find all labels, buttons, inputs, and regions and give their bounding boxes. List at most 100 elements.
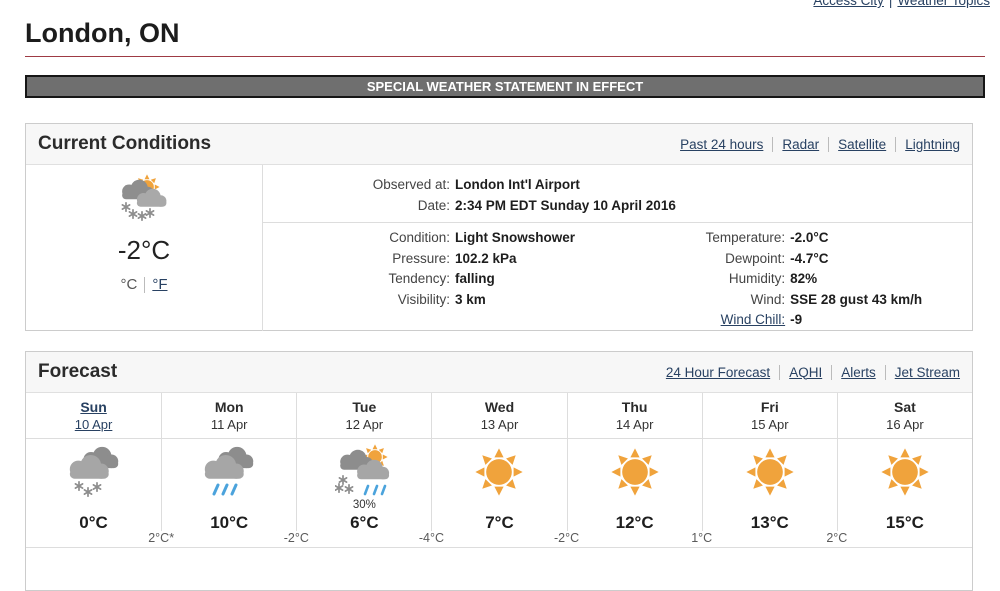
visibility-value: 3 km — [455, 291, 486, 307]
unit-toggle: °C °F — [26, 276, 262, 293]
sunny-icon — [881, 448, 929, 496]
humidity-value: 82% — [790, 271, 818, 286]
wind-chill-row: Wind Chill: -9 — [589, 310, 972, 331]
24-hour-forecast-link[interactable]: 24 Hour Forecast — [665, 364, 771, 380]
radar-link[interactable]: Radar — [782, 136, 820, 152]
day-date: 13 Apr — [480, 417, 519, 432]
current-conditions-panel: Current Conditions Past 24 hours Radar S… — [25, 123, 973, 331]
visibility-label: Visibility: — [397, 291, 450, 307]
forecast-body-row: 0°C 10°C — [26, 439, 972, 532]
satellite-link[interactable]: Satellite — [838, 136, 887, 152]
day-header-wed: Wed 13 Apr — [431, 393, 566, 438]
day-temp: 6°C — [350, 513, 379, 532]
sun-cloud-snow-rain-icon — [335, 444, 390, 496]
alerts-link[interactable]: Alerts — [841, 364, 876, 380]
pop-value — [432, 498, 566, 512]
icon-wrap — [432, 444, 566, 498]
pop-value — [703, 498, 837, 512]
condition-label: Condition: — [389, 230, 450, 245]
sunny-icon — [611, 448, 659, 496]
forecast-title: Forecast — [38, 361, 118, 382]
day-name: Thu — [621, 399, 648, 415]
link-separator: | — [888, 0, 893, 8]
pressure-label: Pressure: — [392, 250, 450, 266]
fahrenheit-link[interactable]: °F — [152, 276, 168, 293]
unit-divider — [144, 276, 146, 293]
icon-wrap — [26, 444, 161, 498]
day-date: 11 Apr — [210, 417, 248, 432]
celsius-unit: °C — [120, 276, 138, 293]
humidity-row: Humidity: 82% — [589, 269, 972, 290]
observed-at-label: Observed at: — [372, 177, 450, 192]
day-header-tue: Tue 12 Apr — [296, 393, 431, 438]
forecast-cell-fri: 13°C — [701, 439, 837, 532]
icon-wrap — [703, 444, 837, 498]
pop-value — [568, 498, 702, 512]
condition-row: Condition: Light Snowshower — [263, 228, 589, 249]
rain-shower-icon — [205, 446, 254, 496]
condition-value: Light Snowshower — [455, 230, 575, 245]
night-temp: -2°C — [283, 531, 309, 545]
temperature-value: -2.0°C — [790, 230, 829, 245]
page-title: London, ON — [25, 18, 180, 48]
day-header-sun[interactable]: Sun 10 Apr — [26, 393, 161, 438]
day-date: 15 Apr — [750, 417, 789, 432]
day-header-fri: Fri 15 Apr — [701, 393, 837, 438]
sunny-icon — [746, 448, 794, 496]
temperature-label: Temperature: — [705, 230, 786, 245]
forecast-cell-sat: 15°C — [836, 439, 972, 532]
forecast-night-temps-row: 2°C* -2°C -4°C -2°C 1°C 2°C — [26, 531, 972, 548]
day-name: Fri — [760, 399, 779, 415]
icon-wrap — [568, 444, 702, 498]
forecast-cell-mon: 10°C — [161, 439, 296, 532]
wind-chill-link[interactable]: Wind Chill: — [720, 312, 786, 327]
pop-value — [162, 498, 296, 512]
access-city-link[interactable]: Access City — [813, 0, 884, 8]
day-header-sat: Sat 16 Apr — [836, 393, 972, 438]
icon-wrap — [838, 444, 972, 498]
current-icon-wrap — [26, 173, 262, 227]
weather-topics-link[interactable]: Weather Topics — [897, 0, 990, 8]
forecast-panel: Forecast 24 Hour Forecast AQHI Alerts Je… — [25, 351, 973, 591]
pop-value — [26, 498, 161, 512]
pressure-row: Pressure: 102.2 kPa — [263, 249, 589, 270]
day-name: Wed — [484, 399, 515, 415]
temperature-row: Temperature: -2.0°C — [589, 228, 972, 249]
night-temp: 2°C* — [148, 531, 175, 545]
day-date[interactable]: 10 Apr — [74, 417, 113, 432]
day-name: Tue — [352, 399, 377, 415]
tendency-label: Tendency: — [388, 271, 450, 286]
wind-chill-label-wrap: Wind Chill: — [589, 310, 790, 331]
past-24-hours-link[interactable]: Past 24 hours — [680, 136, 764, 152]
icon-wrap — [162, 444, 296, 498]
snow-shower-icon — [69, 446, 118, 498]
details-right-column: Temperature: -2.0°C Dewpoint: -4.7°C Hum… — [589, 228, 972, 331]
forecast-cell-thu: 12°C — [566, 439, 702, 532]
day-name[interactable]: Sun — [80, 399, 107, 415]
date-value: 2:34 PM EDT Sunday 10 April 2016 — [455, 197, 676, 213]
lightning-link[interactable]: Lightning — [905, 136, 960, 152]
night-temp: -2°C — [553, 531, 580, 545]
jet-stream-link[interactable]: Jet Stream — [894, 364, 960, 380]
aqhi-link[interactable]: AQHI — [789, 364, 823, 380]
special-weather-statement-banner[interactable]: SPECIAL WEATHER STATEMENT IN EFFECT — [25, 75, 985, 98]
pop-value: 30% — [352, 499, 376, 511]
dewpoint-value: -4.7°C — [790, 250, 829, 266]
dewpoint-row: Dewpoint: -4.7°C — [589, 249, 972, 270]
date-row: Date: 2:34 PM EDT Sunday 10 April 2016 — [263, 196, 972, 217]
day-temp: 0°C — [79, 513, 108, 532]
forecast-day-header-row: Sun 10 Apr Mon 11 Apr Tue 12 Apr Wed 13 … — [26, 393, 972, 439]
current-summary: -2°C °C °F — [26, 165, 263, 331]
date-label: Date: — [417, 197, 450, 213]
forecast-cell-tue: 30% 6°C — [296, 439, 431, 532]
tendency-value: falling — [455, 271, 495, 286]
wind-row: Wind: SSE 28 gust 43 km/h — [589, 290, 972, 311]
link-divider — [779, 364, 781, 380]
current-conditions-body: -2°C °C °F Observed at: London Int'l Air… — [26, 165, 972, 331]
day-date: 12 Apr — [345, 417, 384, 432]
sun-cloud-snow-icon — [121, 174, 167, 222]
link-divider — [884, 364, 886, 380]
sunny-icon — [475, 448, 524, 496]
forecast-links: 24 Hour Forecast AQHI Alerts Jet Stream — [665, 364, 960, 380]
forecast-cell-wed: 7°C — [431, 439, 566, 532]
